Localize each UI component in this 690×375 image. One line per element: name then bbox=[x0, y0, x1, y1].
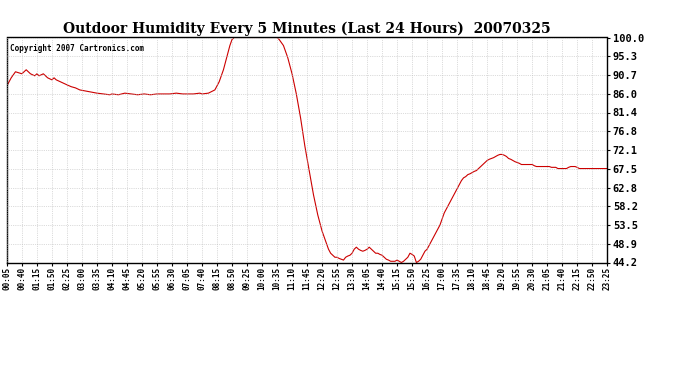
Title: Outdoor Humidity Every 5 Minutes (Last 24 Hours)  20070325: Outdoor Humidity Every 5 Minutes (Last 2… bbox=[63, 22, 551, 36]
Text: Copyright 2007 Cartronics.com: Copyright 2007 Cartronics.com bbox=[10, 44, 144, 53]
